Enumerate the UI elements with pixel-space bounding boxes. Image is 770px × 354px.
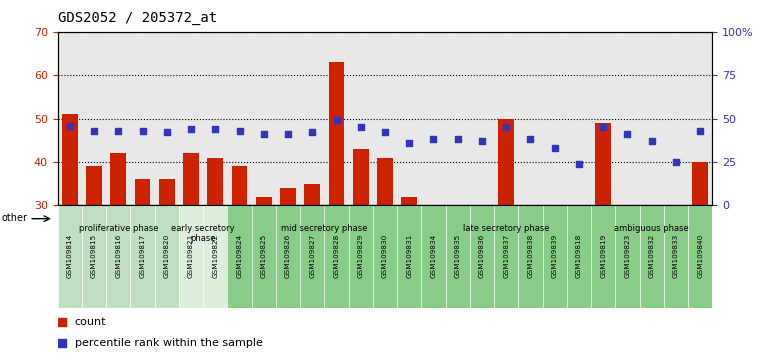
Text: GSM109820: GSM109820 [164, 234, 170, 278]
Bar [232, 166, 247, 205]
Point [136, 128, 149, 133]
Text: GDS2052 / 205372_at: GDS2052 / 205372_at [58, 11, 217, 25]
Text: late secretory phase: late secretory phase [463, 224, 550, 233]
Text: ambiguous phase: ambiguous phase [614, 224, 689, 233]
Text: GSM109833: GSM109833 [673, 234, 679, 278]
Point [573, 161, 585, 166]
Bar [353, 149, 369, 205]
Point [302, 233, 314, 239]
Bar [595, 123, 611, 205]
Text: GSM109817: GSM109817 [139, 234, 146, 278]
Text: mid secretory phase: mid secretory phase [281, 224, 367, 233]
Point [597, 124, 609, 130]
Text: GSM109830: GSM109830 [382, 234, 388, 278]
Text: percentile rank within the sample: percentile rank within the sample [75, 338, 263, 348]
Bar [135, 179, 150, 205]
Bar [58, 205, 179, 308]
Point [306, 130, 319, 135]
Bar [183, 153, 199, 205]
Bar [280, 188, 296, 205]
Point [670, 159, 682, 165]
Text: GSM109839: GSM109839 [551, 234, 557, 278]
Text: GSM109840: GSM109840 [697, 234, 703, 278]
Point [427, 137, 440, 142]
Text: GSM109818: GSM109818 [576, 234, 582, 278]
Point [694, 128, 706, 133]
Point [282, 131, 294, 137]
Point [621, 131, 634, 137]
Point [209, 126, 222, 132]
Text: GSM109837: GSM109837 [504, 234, 509, 278]
Bar [692, 162, 708, 205]
Text: GSM109815: GSM109815 [91, 234, 97, 278]
Point [302, 40, 314, 46]
Point [451, 137, 464, 142]
Point [524, 137, 537, 142]
Text: GSM109836: GSM109836 [479, 234, 485, 278]
Point [112, 128, 125, 133]
Bar [110, 153, 126, 205]
Bar [207, 158, 223, 205]
Bar [62, 114, 78, 205]
Text: GSM109831: GSM109831 [407, 234, 412, 278]
Text: GSM109814: GSM109814 [67, 234, 73, 278]
Bar [421, 205, 591, 308]
Text: GSM109827: GSM109827 [310, 234, 315, 278]
Point [330, 118, 343, 123]
Text: count: count [75, 317, 106, 327]
Point [500, 124, 512, 130]
Text: GSM109838: GSM109838 [527, 234, 534, 278]
Bar [304, 184, 320, 205]
Bar [159, 179, 175, 205]
Text: early secretory
phase: early secretory phase [172, 224, 235, 243]
Bar [86, 166, 102, 205]
Point [548, 145, 561, 151]
Bar [179, 205, 227, 308]
Point [258, 131, 270, 137]
Text: GSM109834: GSM109834 [430, 234, 437, 278]
Text: proliferative phase: proliferative phase [79, 224, 158, 233]
Point [403, 140, 415, 146]
Text: GSM109816: GSM109816 [116, 234, 122, 278]
Point [161, 130, 173, 135]
Point [645, 138, 658, 144]
Point [379, 130, 391, 135]
Point [355, 124, 367, 130]
Bar [256, 196, 272, 205]
Text: GSM109821: GSM109821 [188, 234, 194, 278]
Point [233, 128, 246, 133]
Bar [227, 205, 421, 308]
Bar [498, 119, 514, 205]
Bar [329, 62, 344, 205]
Text: GSM109835: GSM109835 [455, 234, 460, 278]
Text: GSM109825: GSM109825 [261, 234, 266, 278]
Text: GSM109823: GSM109823 [624, 234, 631, 278]
Point [185, 126, 197, 132]
Bar [377, 158, 393, 205]
Text: GSM109822: GSM109822 [213, 234, 219, 278]
Text: GSM109829: GSM109829 [358, 234, 363, 278]
Text: GSM109819: GSM109819 [600, 234, 606, 278]
Text: GSM109824: GSM109824 [236, 234, 243, 278]
Text: GSM109828: GSM109828 [333, 234, 340, 278]
Point [476, 138, 488, 144]
Text: other: other [2, 213, 28, 223]
Text: GSM109832: GSM109832 [648, 234, 654, 278]
Text: GSM109826: GSM109826 [285, 234, 291, 278]
Bar [401, 196, 417, 205]
Bar [591, 205, 712, 308]
Point [64, 123, 76, 129]
Point [88, 128, 100, 133]
